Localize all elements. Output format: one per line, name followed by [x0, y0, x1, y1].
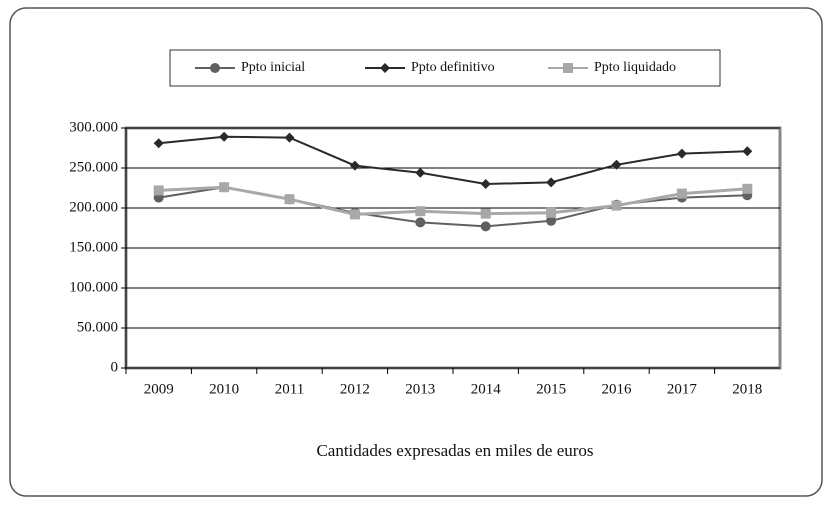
y-tick-label: 150.000 — [69, 239, 118, 255]
point — [284, 194, 295, 205]
x-tick-label: 2012 — [340, 381, 370, 397]
point — [153, 138, 164, 149]
y-tick-label: 200.000 — [69, 199, 118, 215]
point — [546, 177, 557, 188]
point — [415, 217, 426, 228]
point — [349, 160, 360, 171]
point — [480, 221, 491, 232]
x-tick-label: 2015 — [536, 381, 566, 397]
x-tick-label: 2016 — [602, 381, 633, 397]
point — [546, 207, 557, 218]
y-tick-label: 250.000 — [69, 159, 118, 175]
point — [219, 182, 230, 193]
point — [563, 63, 573, 73]
series-line — [158, 135, 748, 186]
point — [284, 132, 295, 143]
point — [742, 146, 753, 157]
point — [415, 167, 426, 178]
point — [415, 206, 426, 217]
point — [611, 200, 622, 211]
legend-label: Ppto liquidado — [594, 60, 676, 75]
y-tick-label: 50.000 — [77, 319, 118, 335]
x-tick-label: 2018 — [732, 381, 762, 397]
x-tick-label: 2017 — [667, 381, 698, 397]
legend-label: Ppto definitivo — [411, 60, 495, 75]
point — [480, 179, 491, 189]
x-axis-label: Cantidades expresadas en miles de euros — [316, 441, 593, 460]
point — [546, 215, 557, 226]
point — [676, 148, 687, 159]
point — [153, 185, 164, 196]
x-tick-label: 2011 — [275, 381, 304, 397]
y-tick-label: 300.000 — [69, 119, 118, 135]
point — [611, 159, 622, 170]
point — [676, 188, 687, 199]
series-line — [158, 185, 748, 216]
y-tick-label: 0 — [111, 359, 119, 375]
x-tick-label: 2009 — [144, 381, 174, 397]
x-tick-label: 2013 — [405, 381, 435, 397]
y-tick-label: 100.000 — [69, 279, 118, 295]
point — [480, 208, 491, 219]
point — [380, 63, 390, 73]
point — [349, 209, 360, 220]
x-tick-label: 2014 — [471, 381, 502, 397]
point — [742, 183, 753, 194]
point — [219, 131, 230, 142]
legend-label: Ppto inicial — [241, 60, 305, 75]
x-tick-label: 2010 — [209, 381, 239, 397]
point — [210, 63, 220, 73]
legend-box — [169, 49, 721, 87]
